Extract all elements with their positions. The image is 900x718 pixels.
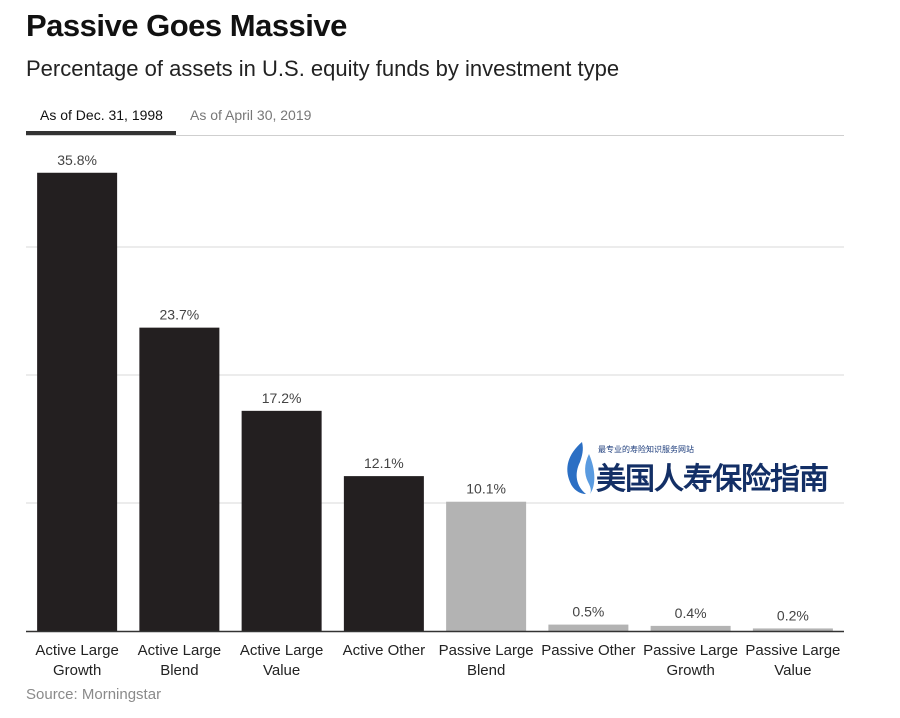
source-note: Source: Morningstar: [26, 686, 162, 703]
category-label: Passive Large Blend: [439, 642, 534, 679]
bar-active-3: [343, 476, 424, 631]
category-label: Active Large Value: [240, 642, 323, 679]
bar-passive-7: [752, 628, 833, 631]
bar-active-2: [241, 410, 322, 631]
watermark-brand: 美国人寿保险指南: [596, 462, 829, 497]
watermark-tagline: 最专业的寿险知识服务网站: [598, 445, 694, 454]
tab-april-2019[interactable]: As of April 30, 2019: [190, 107, 312, 123]
category-label: Passive Large Value: [745, 642, 840, 679]
chart-subtitle: Percentage of assets in U.S. equity fund…: [26, 56, 620, 81]
data-label: 23.7%: [160, 307, 200, 323]
bar-active-0: [37, 172, 118, 631]
category-label: Passive Large Growth: [643, 642, 738, 679]
category-label: Active Large Growth: [35, 642, 118, 679]
data-label: 0.2%: [777, 607, 809, 623]
category-label: Active Other: [343, 642, 426, 659]
active-tab-indicator: [26, 131, 176, 135]
data-label: 35.8%: [57, 152, 97, 168]
tab-dec-1998[interactable]: As of Dec. 31, 1998: [40, 107, 163, 123]
bar-active-1: [139, 327, 220, 631]
data-label: 12.1%: [364, 455, 404, 471]
data-label: 0.4%: [675, 605, 707, 621]
tab-divider: [26, 135, 844, 136]
date-tabs: As of Dec. 31, 1998 As of April 30, 2019: [26, 100, 844, 136]
data-label: 17.2%: [262, 390, 302, 406]
category-label: Passive Other: [541, 642, 635, 659]
data-label: 10.1%: [466, 481, 506, 497]
chart-title: Passive Goes Massive: [26, 8, 347, 43]
bar-passive-5: [548, 624, 629, 631]
category-label: Active Large Blend: [138, 642, 221, 679]
watermark: 最专业的寿险知识服务网站 美国人寿保险指南: [562, 438, 852, 498]
bar-chart: 35.8% Active Large Growth 23.7% Active Large…: [26, 152, 844, 679]
flame-logo-icon: [567, 442, 595, 494]
bar-passive-4: [446, 501, 527, 631]
data-label: 0.5%: [572, 604, 604, 620]
bar-passive-6: [650, 625, 731, 631]
